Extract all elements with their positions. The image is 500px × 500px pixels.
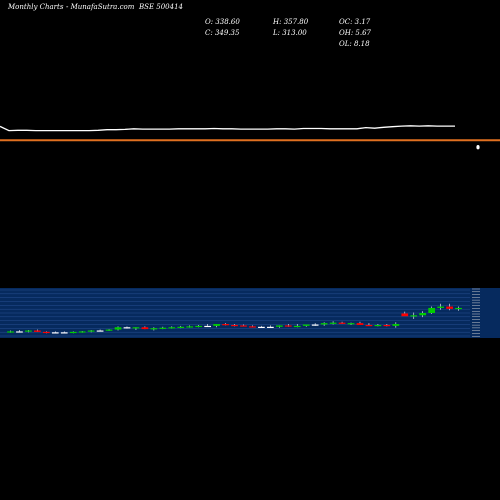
candle-body bbox=[240, 325, 247, 327]
candle-body bbox=[428, 307, 436, 313]
candle-body bbox=[275, 325, 283, 327]
candle-body bbox=[159, 327, 167, 329]
candle-body bbox=[347, 323, 355, 325]
candle-body bbox=[51, 332, 59, 334]
candle-body bbox=[195, 325, 203, 328]
candle-body bbox=[132, 327, 140, 329]
candle-body bbox=[249, 326, 256, 328]
candle-body bbox=[338, 322, 346, 324]
candle-body bbox=[69, 331, 77, 334]
candle-body bbox=[374, 324, 382, 327]
candle-body bbox=[141, 327, 149, 330]
candle-body bbox=[401, 313, 409, 317]
candle-body bbox=[16, 331, 23, 333]
candle-body bbox=[186, 326, 194, 328]
candle-body bbox=[455, 307, 462, 310]
candle-body bbox=[204, 325, 211, 328]
candle-body bbox=[329, 322, 337, 324]
symbol-label: BSE 500414 bbox=[138, 3, 183, 11]
candle-body bbox=[123, 327, 131, 329]
candle-body bbox=[267, 326, 274, 328]
close-value: C: 349.35 bbox=[205, 29, 240, 37]
open-value: O: 338.60 bbox=[205, 18, 240, 26]
candle-body bbox=[293, 325, 301, 328]
candle-body bbox=[356, 323, 364, 325]
candle-body bbox=[87, 330, 95, 332]
candle-body bbox=[320, 323, 328, 325]
candle-body bbox=[446, 306, 453, 309]
candle-body bbox=[25, 330, 32, 332]
candle-body bbox=[96, 330, 104, 332]
oh-value: OH: 5.67 bbox=[339, 29, 372, 37]
candle-body bbox=[284, 325, 292, 327]
candlestick-panel bbox=[0, 288, 500, 338]
candle-body bbox=[419, 313, 427, 316]
volume-line-series bbox=[0, 125, 455, 132]
candle-body bbox=[60, 332, 68, 334]
candle-body bbox=[410, 315, 418, 317]
oc-value: OC: 3.17 bbox=[339, 18, 371, 26]
brand-label: Monthly Charts bbox=[7, 3, 64, 11]
candle-body bbox=[392, 324, 400, 326]
candle-body bbox=[365, 324, 373, 327]
low-value: L: 313.00 bbox=[272, 29, 307, 37]
candle-body bbox=[383, 324, 391, 327]
site-label: - MunafaSutra.com bbox=[66, 3, 135, 11]
high-value: H: 357.80 bbox=[272, 18, 309, 26]
candle-body bbox=[42, 331, 50, 334]
candle-body bbox=[231, 324, 238, 327]
ol-value: OL: 8.18 bbox=[339, 40, 370, 48]
candle-body bbox=[105, 329, 113, 331]
candle-body bbox=[168, 327, 176, 329]
candle-body bbox=[302, 324, 310, 326]
candle-body bbox=[7, 331, 14, 333]
candle-body bbox=[213, 324, 220, 326]
candle-body bbox=[114, 327, 122, 330]
candle-body bbox=[258, 326, 265, 328]
candle-body bbox=[177, 326, 185, 328]
candle-body bbox=[78, 331, 86, 333]
candle-body bbox=[34, 330, 41, 332]
volume-line-panel bbox=[0, 125, 500, 150]
candle-body bbox=[311, 324, 319, 326]
candle-body bbox=[437, 306, 444, 308]
candle-body bbox=[222, 324, 229, 326]
candle-body bbox=[150, 328, 158, 330]
marker-dot bbox=[476, 145, 480, 150]
